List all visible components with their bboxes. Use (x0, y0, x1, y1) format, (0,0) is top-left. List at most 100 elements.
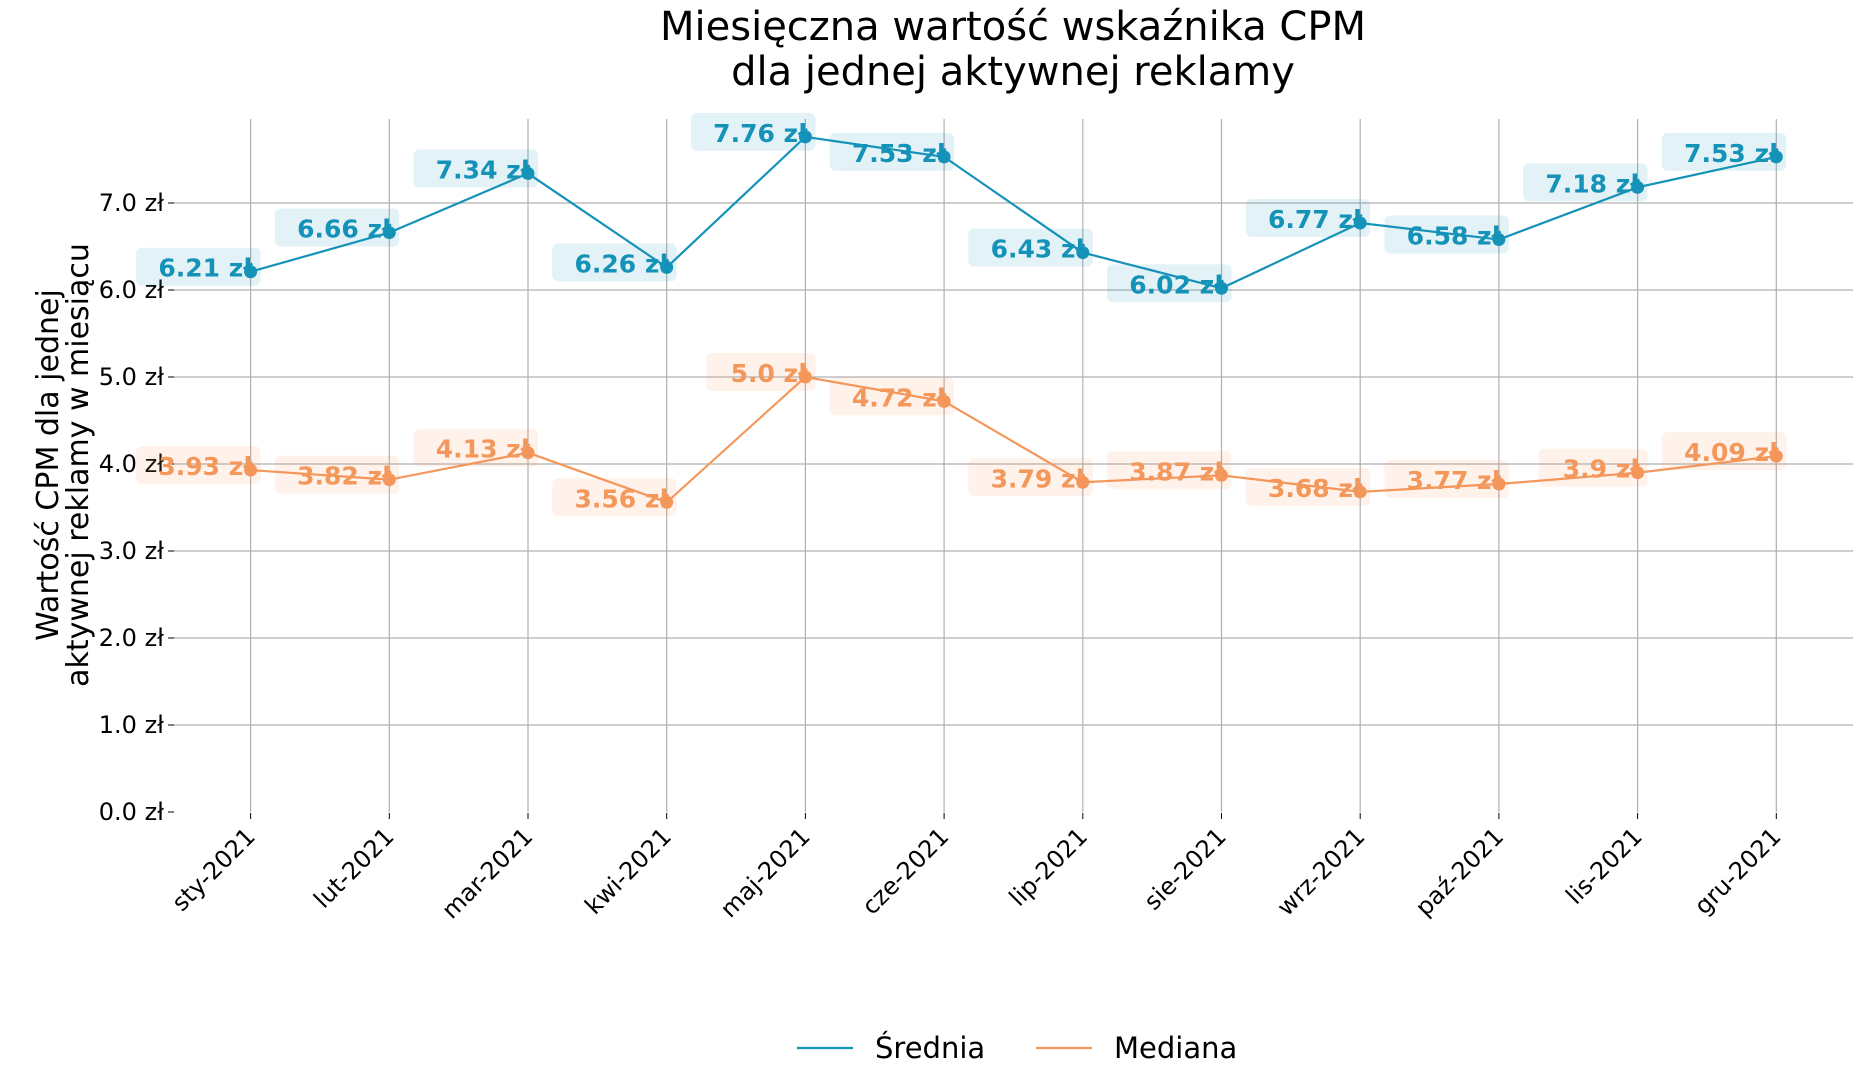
data-label-box (274, 455, 400, 494)
data-point (244, 463, 258, 477)
data-point (1215, 468, 1228, 482)
data-point (1769, 150, 1783, 164)
data-label: 6.77 zł (1268, 205, 1363, 234)
y-tick-label: 7.0 zł (99, 189, 164, 217)
series-mean: 6.21 zł 6.66 zł 7.34 zł 6.26 zł 7.76 zł 7.53 … (136, 112, 1787, 303)
data-label-box (1384, 460, 1509, 499)
data-label: 3.87 zł (1129, 457, 1224, 486)
data-label: 6.21 zł (158, 254, 253, 283)
data-label-box (1523, 163, 1648, 202)
data-label-box (690, 112, 816, 151)
y-axis: 0.0 zł 1.0 zł 2.0 zł 3.0 zł 4.0 zł 5.0 zł 6.0 … (99, 189, 174, 826)
y-axis-label-line: Wartość CPM dla jednej (31, 289, 66, 641)
x-tick-label: sty-2021 (166, 822, 260, 916)
data-point (382, 226, 396, 240)
y-tick-label: 6.0 zł (99, 276, 164, 304)
data-label: 5.0 zł (731, 359, 809, 388)
y-tick-label: 1.0 zł (99, 711, 164, 739)
data-label-box (968, 228, 1093, 267)
x-tick-label: gru-2021 (1689, 822, 1787, 920)
y-tick-label: 5.0 zł (99, 363, 164, 391)
data-label: 7.53 zł (852, 139, 947, 168)
data-point (1492, 477, 1506, 491)
data-label: 6.58 zł (1407, 222, 1502, 251)
data-label-box (413, 149, 538, 188)
y-tick-label: 2.0 zł (99, 624, 164, 652)
data-label-box (413, 428, 538, 467)
series-line (250, 375, 1777, 504)
y-tick-label: 3.0 zł (99, 537, 164, 565)
data-label: 7.18 zł (1545, 169, 1640, 198)
data-point (1353, 216, 1367, 230)
data-point (521, 166, 535, 180)
x-tick-label: sie-2021 (1139, 822, 1232, 915)
legend-label: Średnia (875, 1031, 985, 1065)
data-label: 3.82 zł (297, 462, 392, 491)
data-point (798, 130, 812, 144)
data-label-box (136, 446, 261, 485)
data-point (1631, 180, 1645, 194)
data-label: 6.43 zł (991, 235, 1086, 264)
legend: Średnia Mediana (797, 1031, 1237, 1065)
data-point (382, 473, 396, 487)
series-median: 3.93 zł 3.82 zł 4.13 zł 3.56 zł 5.0 zł 4.72 z… (136, 353, 1787, 517)
data-label-box (552, 478, 677, 517)
x-axis: sty-2021 lut-2021 mar-2021 kwi-2021 maj-2021… (166, 813, 1787, 924)
data-point (937, 150, 951, 164)
data-label: 7.53 zł (1684, 139, 1779, 168)
data-label-box (829, 132, 955, 171)
y-tick-label: 0.0 zł (99, 798, 164, 826)
data-label: 7.76 zł (713, 119, 808, 148)
data-point (1769, 449, 1783, 463)
data-label: 3.79 zł (991, 464, 1086, 493)
data-label: 3.9 zł (1563, 455, 1641, 484)
data-point (660, 260, 674, 274)
data-label-box (968, 458, 1093, 497)
data-label: 3.77 zł (1407, 466, 1502, 495)
data-label-box (1538, 448, 1648, 487)
x-tick-label: cze-2021 (857, 822, 955, 920)
x-tick-label: maj-2021 (715, 822, 816, 923)
x-tick-label: lip-2021 (1004, 822, 1093, 911)
series-line (250, 135, 1777, 290)
data-label-box (552, 243, 677, 282)
data-label: 3.68 zł (1268, 474, 1363, 503)
x-tick-label: wrz-2021 (1272, 822, 1371, 921)
data-point (1215, 281, 1228, 295)
data-label-box (136, 247, 261, 286)
data-label-box (1107, 451, 1232, 490)
data-label: 6.66 zł (297, 215, 392, 244)
chart-title-line: dla jednej aktywnej reklamy (731, 49, 1295, 95)
data-point (798, 370, 812, 384)
data-point (521, 446, 535, 460)
data-label-box (274, 208, 400, 247)
data-point (660, 495, 674, 509)
data-label-box (1245, 199, 1371, 238)
chart-title: Miesięczna wartość wskaźnika CPM dla jedn… (660, 4, 1366, 95)
data-label: 7.34 zł (436, 155, 531, 184)
data-label-box (1384, 215, 1509, 254)
data-label-box (1661, 132, 1787, 171)
y-tick-label: 4.0 zł (99, 450, 164, 478)
data-label: 6.26 zł (574, 249, 669, 278)
data-label-box (1107, 264, 1232, 303)
data-label-box (1661, 432, 1787, 471)
x-tick-label: mar-2021 (436, 822, 538, 924)
data-label: 4.09 zł (1684, 438, 1779, 467)
legend-label: Mediana (1114, 1031, 1237, 1065)
grid (173, 119, 1853, 812)
data-point (1076, 475, 1090, 489)
data-label: 6.02 zł (1129, 270, 1224, 299)
data-point (937, 394, 951, 408)
data-point (1353, 485, 1367, 499)
x-tick-label: lis-2021 (1560, 822, 1647, 909)
chart-title-line: Miesięczna wartość wskaźnika CPM (660, 4, 1366, 50)
data-label-box (706, 353, 816, 391)
data-label-box (1245, 467, 1371, 506)
y-axis-label: Wartość CPM dla jednejaktywnej reklamy w… (31, 243, 96, 687)
data-label: 3.93 zł (158, 452, 253, 481)
y-axis-label-line: aktywnej reklamy w miesiącu (61, 243, 96, 687)
data-point (1492, 233, 1506, 247)
series-layer: 6.21 zł 6.66 zł 7.34 zł 6.26 zł 7.76 zł 7.53 … (136, 112, 1787, 517)
